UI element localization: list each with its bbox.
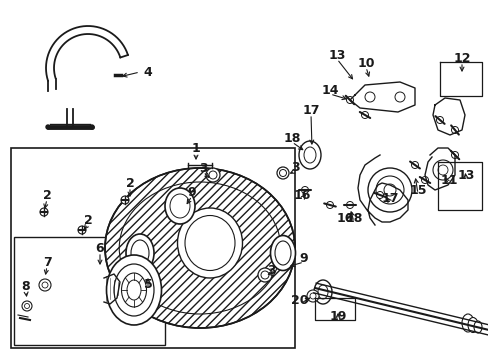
Ellipse shape [304, 147, 315, 163]
Circle shape [208, 171, 217, 179]
Text: 20: 20 [291, 293, 308, 306]
Ellipse shape [105, 168, 294, 328]
Text: 2: 2 [83, 213, 92, 226]
Ellipse shape [131, 240, 149, 266]
Text: 19: 19 [328, 310, 346, 323]
Ellipse shape [177, 208, 242, 278]
Circle shape [383, 184, 395, 196]
Bar [14, 237, 164, 345]
Text: 2: 2 [125, 176, 134, 189]
Text: 16: 16 [336, 212, 353, 225]
Circle shape [361, 112, 368, 118]
Text: 15: 15 [408, 184, 426, 197]
Ellipse shape [467, 318, 477, 333]
Ellipse shape [461, 314, 473, 332]
Text: 14: 14 [321, 84, 338, 96]
Ellipse shape [274, 241, 290, 265]
Circle shape [276, 167, 288, 179]
Ellipse shape [473, 321, 481, 333]
Circle shape [90, 125, 94, 129]
Circle shape [22, 301, 32, 311]
Circle shape [326, 202, 333, 208]
Circle shape [432, 160, 452, 180]
Text: 13: 13 [327, 49, 345, 62]
Text: 9: 9 [187, 185, 196, 198]
Circle shape [42, 282, 48, 288]
Circle shape [437, 165, 447, 175]
Ellipse shape [170, 194, 190, 218]
Circle shape [309, 293, 315, 299]
Circle shape [39, 279, 51, 291]
Text: 10: 10 [357, 57, 374, 69]
Circle shape [279, 170, 286, 176]
Circle shape [346, 202, 353, 208]
Ellipse shape [164, 188, 195, 224]
Circle shape [24, 303, 29, 309]
Text: 8: 8 [21, 280, 30, 293]
Circle shape [258, 268, 271, 282]
Ellipse shape [313, 280, 331, 304]
Circle shape [450, 152, 458, 158]
Ellipse shape [127, 280, 141, 300]
Text: 3: 3 [290, 161, 299, 174]
Circle shape [40, 208, 48, 216]
Circle shape [306, 290, 318, 302]
Text: 7: 7 [42, 256, 51, 269]
Circle shape [421, 176, 427, 184]
Text: 4: 4 [143, 66, 152, 78]
Ellipse shape [298, 141, 320, 169]
Ellipse shape [114, 264, 154, 316]
Circle shape [376, 192, 383, 198]
Text: 16: 16 [293, 189, 310, 202]
Text: 11: 11 [439, 174, 457, 186]
Text: 18: 18 [283, 131, 300, 144]
Text: 2: 2 [42, 189, 51, 202]
Circle shape [450, 126, 458, 134]
Circle shape [78, 226, 86, 234]
Ellipse shape [270, 235, 295, 270]
Circle shape [46, 125, 50, 129]
Text: 13: 13 [456, 168, 474, 181]
Text: 3: 3 [198, 162, 207, 175]
Circle shape [261, 271, 268, 279]
Circle shape [346, 96, 353, 104]
Circle shape [364, 92, 374, 102]
Text: 1: 1 [191, 141, 200, 154]
Text: 6: 6 [96, 242, 104, 255]
Ellipse shape [106, 255, 161, 325]
Circle shape [205, 168, 220, 182]
Circle shape [121, 196, 129, 204]
Circle shape [301, 186, 308, 194]
Text: 17: 17 [381, 192, 398, 204]
Ellipse shape [119, 182, 280, 314]
Text: 12: 12 [452, 51, 470, 64]
Ellipse shape [317, 285, 327, 299]
Circle shape [411, 162, 418, 168]
Circle shape [367, 168, 411, 212]
Text: 3: 3 [266, 264, 275, 276]
Ellipse shape [184, 216, 235, 270]
Bar [11, 148, 294, 348]
Circle shape [436, 117, 443, 123]
Ellipse shape [126, 234, 154, 272]
Circle shape [375, 176, 403, 204]
Circle shape [394, 92, 404, 102]
Text: 17: 17 [302, 104, 319, 117]
Text: 18: 18 [345, 212, 362, 225]
Text: 5: 5 [143, 279, 152, 292]
Text: 9: 9 [299, 252, 307, 265]
Ellipse shape [121, 273, 146, 307]
